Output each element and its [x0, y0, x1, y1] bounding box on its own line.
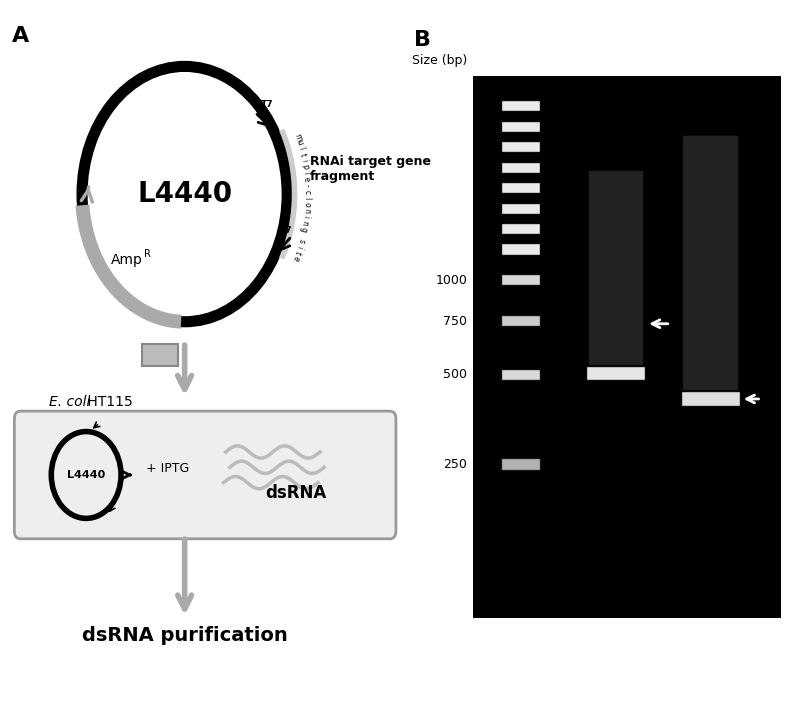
- FancyBboxPatch shape: [680, 391, 739, 405]
- Text: T7: T7: [261, 100, 274, 109]
- FancyBboxPatch shape: [501, 243, 540, 255]
- Text: L4440: L4440: [67, 470, 105, 480]
- FancyArrowPatch shape: [178, 539, 192, 609]
- Text: 500: 500: [443, 368, 467, 381]
- Text: t: t: [298, 152, 308, 157]
- FancyBboxPatch shape: [473, 76, 781, 618]
- Text: dsRNA: dsRNA: [265, 484, 326, 502]
- Text: -: -: [302, 184, 312, 187]
- FancyBboxPatch shape: [501, 141, 540, 152]
- Text: u: u: [295, 139, 305, 147]
- Text: g: g: [299, 225, 308, 232]
- FancyArrowPatch shape: [178, 345, 192, 390]
- Text: HT115: HT115: [83, 395, 133, 408]
- Text: Amp: Amp: [110, 253, 143, 267]
- Text: s: s: [296, 237, 306, 245]
- Text: i: i: [301, 215, 310, 219]
- FancyBboxPatch shape: [585, 365, 645, 380]
- Text: c: c: [302, 189, 312, 194]
- FancyBboxPatch shape: [501, 202, 540, 214]
- FancyBboxPatch shape: [501, 223, 540, 235]
- FancyBboxPatch shape: [141, 344, 178, 366]
- Text: 750: 750: [443, 315, 467, 327]
- FancyBboxPatch shape: [588, 170, 643, 365]
- FancyBboxPatch shape: [501, 121, 540, 132]
- Text: B: B: [414, 29, 432, 49]
- FancyBboxPatch shape: [501, 369, 540, 380]
- Text: p: p: [300, 164, 310, 170]
- Text: E. coli: E. coli: [49, 395, 91, 408]
- Text: PK: PK: [699, 56, 721, 71]
- FancyBboxPatch shape: [501, 162, 540, 173]
- FancyBboxPatch shape: [682, 134, 738, 390]
- Text: Size (bp): Size (bp): [412, 54, 467, 66]
- Text: GFP: GFP: [598, 56, 633, 71]
- Text: i: i: [299, 159, 308, 163]
- Text: M: M: [513, 56, 529, 71]
- Text: L4440: L4440: [137, 180, 232, 208]
- Text: t: t: [293, 250, 302, 256]
- Text: RNAi target gene
fragment: RNAi target gene fragment: [310, 154, 431, 182]
- FancyBboxPatch shape: [501, 315, 540, 326]
- Text: o: o: [302, 202, 311, 207]
- Text: + IPTG: + IPTG: [146, 463, 189, 475]
- Text: n: n: [300, 220, 309, 226]
- Text: i: i: [294, 245, 304, 250]
- Text: n: n: [301, 207, 311, 213]
- Text: e: e: [301, 177, 311, 182]
- FancyBboxPatch shape: [14, 411, 396, 539]
- Text: 250: 250: [443, 458, 467, 471]
- FancyBboxPatch shape: [501, 182, 540, 193]
- Text: m: m: [293, 132, 304, 142]
- Text: l: l: [301, 172, 310, 175]
- Text: l: l: [297, 147, 306, 152]
- Text: dsRNA purification: dsRNA purification: [82, 626, 287, 646]
- Text: 1000: 1000: [436, 274, 467, 287]
- FancyBboxPatch shape: [501, 100, 540, 112]
- Text: R: R: [144, 250, 151, 260]
- FancyBboxPatch shape: [501, 458, 540, 470]
- Text: e: e: [290, 255, 301, 262]
- FancyBboxPatch shape: [501, 274, 540, 285]
- Text: T7: T7: [280, 226, 293, 235]
- Text: l: l: [302, 197, 312, 199]
- Text: A: A: [13, 26, 29, 46]
